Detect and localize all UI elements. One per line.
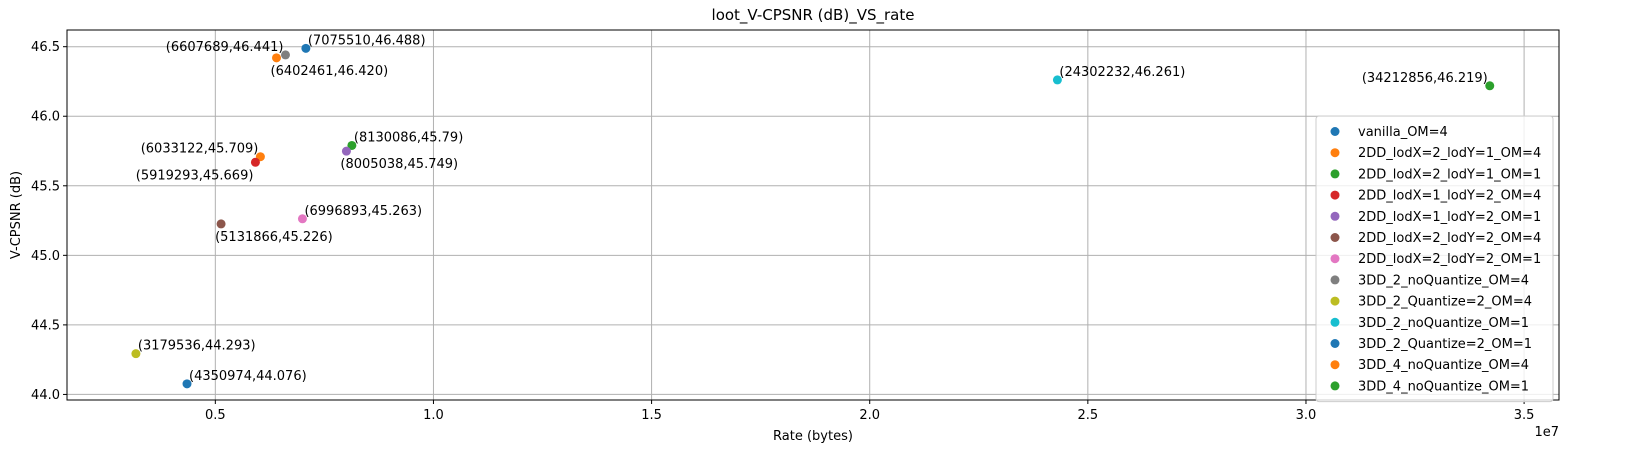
x-tick-label: 3.0 — [1296, 408, 1317, 423]
data-point — [301, 43, 311, 53]
legend-marker — [1330, 317, 1340, 327]
y-tick-label: 45.0 — [31, 249, 60, 264]
data-label: (8005038,45.749) — [340, 157, 458, 172]
data-points — [131, 43, 1495, 389]
legend-entry: 2DD_lodX=2_lodY=2_OM=4 — [1358, 231, 1541, 246]
x-axis-label: Rate (bytes) — [773, 429, 853, 444]
x-tick-label: 2.5 — [1077, 408, 1098, 423]
data-label: (7075510,46.488) — [308, 33, 426, 48]
x-tick-label: 1.0 — [423, 408, 444, 423]
data-label: (5919293,45.669) — [136, 168, 254, 183]
plot-frame — [66, 29, 1560, 401]
legend-entry: 2DD_lodX=2_lodY=2_OM=1 — [1358, 252, 1541, 267]
legend-marker — [1330, 254, 1340, 264]
legend-box — [1315, 115, 1554, 403]
data-label: (4350974,44.076) — [189, 369, 307, 384]
data-label: (24302232,46.261) — [1059, 65, 1185, 80]
y-tick-label: 44.0 — [31, 388, 60, 403]
data-labels: (7075510,46.488) (6033122,45.709) (8130086… — [136, 33, 1488, 384]
legend-marker — [1330, 211, 1340, 221]
y-tick-label: 46.5 — [31, 40, 60, 55]
data-point — [182, 379, 192, 389]
legend-marker — [1330, 275, 1340, 285]
legend-marker — [1330, 148, 1340, 158]
data-point — [1485, 81, 1495, 91]
data-point — [216, 219, 226, 229]
data-label: (6607689,46.441) — [166, 40, 284, 55]
legend-entry: 2DD_lodX=1_lodY=2_OM=4 — [1358, 189, 1541, 204]
chart-title: loot_V-CPSNR (dB)_VS_rate — [712, 6, 915, 25]
legend-entry: 2DD_lodX=1_lodY=2_OM=1 — [1358, 210, 1541, 225]
data-label: (3179536,44.293) — [138, 339, 256, 354]
x-tick-label: 1.5 — [641, 408, 662, 423]
legend-marker — [1330, 296, 1340, 306]
legend-entry: 3DD_4_noQuantize_OM=4 — [1358, 358, 1529, 373]
data-label: (6996893,45.263) — [304, 204, 422, 219]
x-tick-label: 0.5 — [205, 408, 226, 423]
data-point — [250, 157, 260, 167]
legend-entry: 3DD_2_noQuantize_OM=1 — [1358, 316, 1529, 331]
legend-marker — [1330, 169, 1340, 179]
legend-marker — [1330, 360, 1340, 370]
legend-entry: 2DD_lodX=2_lodY=1_OM=1 — [1358, 167, 1541, 182]
data-point — [272, 53, 282, 63]
y-tick-label: 44.5 — [31, 318, 60, 333]
y-tick-label: 45.5 — [31, 179, 60, 194]
data-label: (8130086,45.79) — [354, 130, 463, 145]
plot-area-background — [67, 30, 1559, 400]
y-axis-label: V-CPSNR (dB) — [9, 171, 24, 259]
y-tick-label: 46.0 — [31, 110, 60, 125]
legend-marker — [1330, 190, 1340, 200]
x-tick-label: 2.0 — [859, 408, 880, 423]
data-point — [1052, 75, 1062, 85]
data-label: (6033122,45.709) — [141, 142, 259, 157]
legend-marker — [1330, 381, 1340, 391]
data-point — [280, 50, 290, 60]
data-point — [131, 349, 141, 359]
legend-entry: 3DD_2_noQuantize_OM=4 — [1358, 273, 1529, 288]
legend-marker — [1330, 339, 1340, 348]
data-label: (6402461,46.420) — [271, 64, 389, 79]
data-point — [297, 214, 307, 224]
data-label: (34212856,46.219) — [1362, 71, 1488, 86]
data-point — [341, 146, 351, 156]
legend-entry: 3DD_2_Quantize=2_OM=4 — [1358, 295, 1532, 310]
legend-entry: 2DD_lodX=2_lodY=1_OM=4 — [1358, 146, 1541, 161]
data-label: (5131866,45.226) — [215, 230, 333, 245]
x-axis-offset-label: 1e7 — [1534, 425, 1559, 440]
legend: vanilla_OM=4 2DD_lodX=2_lodY=1_OM=4 2DD_lo… — [1315, 115, 1554, 403]
legend-entry: 3DD_4_noQuantize_OM=1 — [1358, 379, 1529, 394]
legend-entry: 3DD_2_Quantize=2_OM=1 — [1358, 337, 1532, 352]
legend-marker — [1330, 233, 1340, 242]
legend-entry: vanilla_OM=4 — [1358, 125, 1448, 140]
grid-lines — [67, 30, 1559, 400]
legend-marker — [1330, 127, 1340, 136]
data-point — [347, 140, 357, 150]
axis-ticks: 0.5 1.0 1.5 2.0 2.5 3.0 3.5 44.0 44.5 45.0 45.5 46.… — [31, 40, 1534, 423]
x-tick-label: 3.5 — [1514, 408, 1535, 423]
